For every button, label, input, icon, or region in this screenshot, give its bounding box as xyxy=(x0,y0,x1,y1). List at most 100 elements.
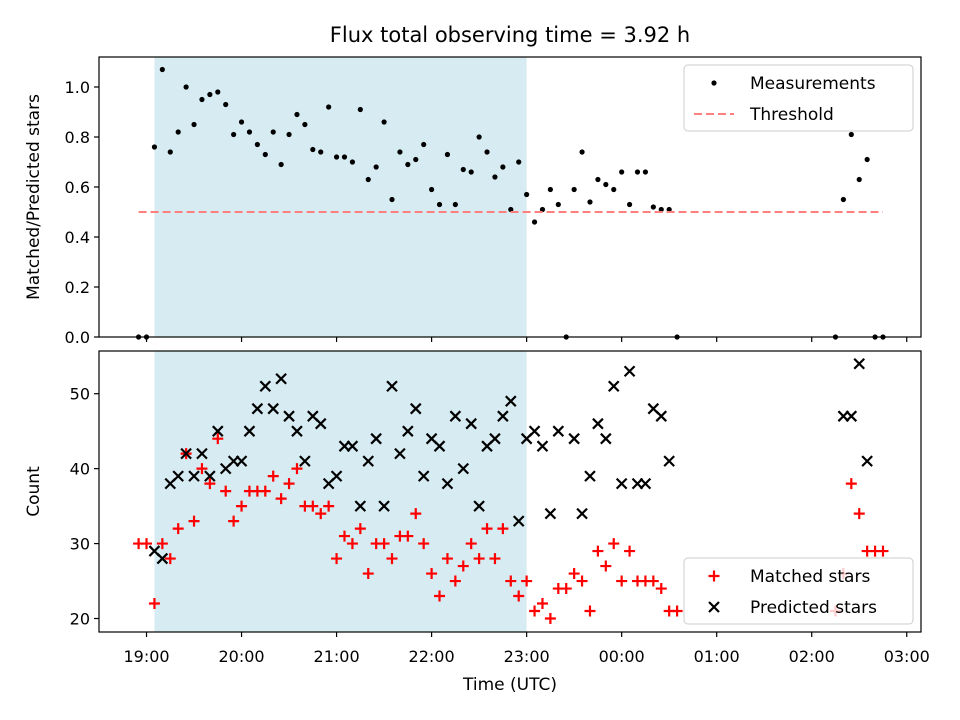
measurement-point xyxy=(436,201,443,208)
legend-box xyxy=(683,557,914,625)
measurement-point xyxy=(278,161,284,168)
predicted-star-point xyxy=(544,507,557,520)
predicted-star-point xyxy=(568,432,580,445)
measurement-point xyxy=(159,66,165,73)
measurement-point xyxy=(270,129,276,135)
measurement-point xyxy=(215,89,221,95)
predicted-star-point xyxy=(362,455,375,467)
matched-star-point xyxy=(624,545,636,557)
measurement-point xyxy=(864,156,870,163)
measurement-point xyxy=(326,104,332,110)
measurement-point xyxy=(286,131,292,138)
measurement-point xyxy=(333,154,340,160)
matched-star-point xyxy=(338,530,350,542)
plot-frame xyxy=(98,56,922,338)
matched-star-point xyxy=(529,605,541,617)
matched-star-point xyxy=(323,500,335,512)
predicted-star-point xyxy=(607,380,620,392)
predicted-star-point xyxy=(378,500,390,512)
plot-frame xyxy=(98,350,922,633)
y-tick-label: 30 xyxy=(70,535,90,554)
measurement-point xyxy=(587,199,593,205)
measurement-point xyxy=(840,196,846,203)
measurement-point xyxy=(460,166,466,173)
matched-star-point xyxy=(402,530,414,542)
predicted-star-point xyxy=(623,365,636,378)
matched-star-point xyxy=(204,478,216,490)
matched-star-point xyxy=(877,545,889,557)
predicted-star-point xyxy=(449,410,462,422)
matched-star-point xyxy=(291,463,303,475)
measurement-point xyxy=(666,206,672,213)
x-tick-label: 20:00 xyxy=(218,647,264,666)
measurement-point xyxy=(444,151,451,158)
matched-star-point xyxy=(536,598,548,610)
observing-span-shade xyxy=(154,351,527,632)
measurement-point xyxy=(848,131,854,138)
x-axis-label: Time (UTC) xyxy=(462,675,557,695)
measurement-point xyxy=(262,151,268,158)
measurement-point xyxy=(381,119,387,125)
measurement-point xyxy=(650,204,656,210)
predicted-star-point xyxy=(600,432,612,445)
matched-star-point xyxy=(473,553,485,565)
bottom-count-panel: 20 30 40 50 19:00 20:00 21:00 22:00 23:00 00:00 01… xyxy=(24,350,930,666)
predicted-star-point xyxy=(655,410,668,422)
predicted-star-point xyxy=(536,440,549,452)
matched-star-point xyxy=(465,538,477,550)
matched-star-point xyxy=(410,508,422,520)
measurement-point xyxy=(579,149,585,155)
predicted-star-point xyxy=(188,470,200,482)
measurement-point xyxy=(183,84,189,90)
measurement-point xyxy=(373,164,379,170)
legend: Matched stars Predicted stars xyxy=(683,557,914,625)
measurement-point xyxy=(365,176,371,183)
measurement-point xyxy=(429,186,435,193)
predicted-star-point xyxy=(512,515,525,527)
measurement-point xyxy=(341,154,348,160)
measurement-point xyxy=(642,169,649,175)
predicted-star-point xyxy=(314,417,327,430)
predicted-star-point xyxy=(251,402,264,415)
predicted-star-point xyxy=(402,425,414,437)
matched-star-point xyxy=(544,613,556,625)
measurement-point xyxy=(349,159,356,165)
y-axis-label: Count xyxy=(24,466,44,517)
measurement-point xyxy=(603,181,609,188)
measurement-point xyxy=(413,156,419,163)
x-tick-label: 02:00 xyxy=(789,647,835,666)
measurement-point xyxy=(539,206,546,213)
predicted-star-point xyxy=(592,417,604,430)
matched-star-point xyxy=(853,508,865,520)
top-ratio-panel: 0.0 0.2 0.4 0.6 0.8 1.0 Matched/Predicted star… xyxy=(24,56,922,347)
legend-label: Measurements xyxy=(750,74,876,94)
matched-star-point xyxy=(212,433,224,445)
measurement-point xyxy=(310,146,316,153)
matched-star-point xyxy=(568,568,580,580)
matched-star-point xyxy=(584,605,596,617)
y-tick-label: 0.6 xyxy=(65,178,90,197)
measurement-point xyxy=(571,186,577,193)
predicted-star-point xyxy=(291,425,303,437)
x-tick-label: 21:00 xyxy=(314,647,360,666)
measurement-point xyxy=(516,159,522,165)
predicted-star-point xyxy=(584,470,596,482)
predicted-star-point xyxy=(180,447,192,460)
measurement-point xyxy=(492,174,498,180)
matched-star-point xyxy=(616,575,628,587)
measurement-point xyxy=(421,141,427,148)
matched-star-point xyxy=(592,545,604,557)
y-tick-label: 1.0 xyxy=(65,78,90,97)
predicted-star-point xyxy=(845,410,858,422)
matched-star-point xyxy=(307,500,319,512)
matched-star-point xyxy=(259,485,271,497)
legend-box xyxy=(683,64,914,132)
matched-star-point xyxy=(228,515,240,527)
matched-star-point xyxy=(236,500,248,512)
predicted-star-point xyxy=(497,410,509,422)
matched-star-point xyxy=(845,478,857,490)
predicted-star-point xyxy=(243,425,256,437)
matched-star-point xyxy=(426,568,438,580)
matched-star-point xyxy=(354,523,366,535)
